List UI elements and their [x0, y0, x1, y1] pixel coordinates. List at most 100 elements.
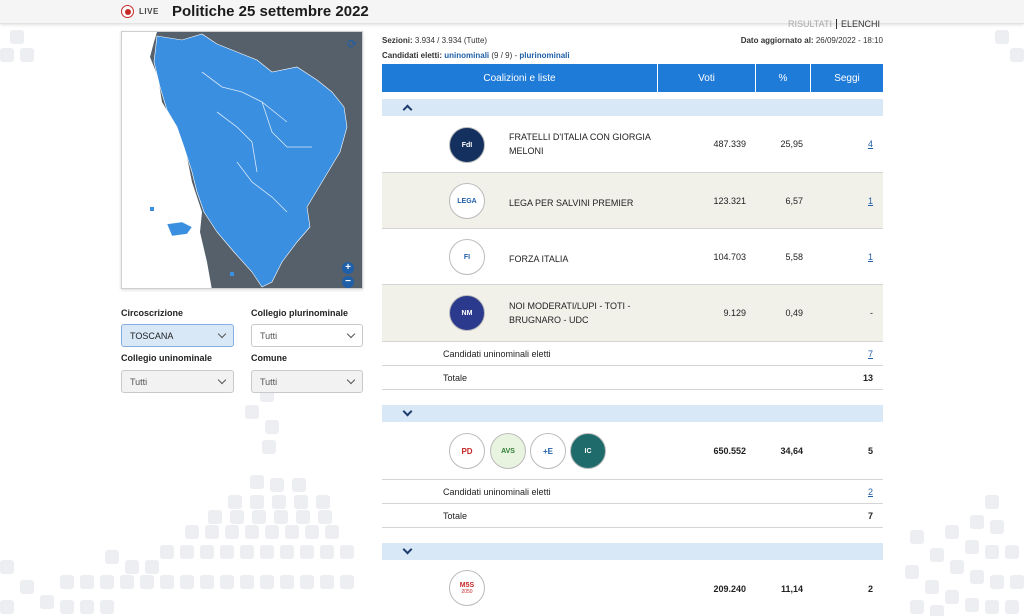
totale-value: 13 [862, 373, 873, 383]
tuscany-region[interactable] [153, 33, 348, 288]
decorative-square [245, 405, 259, 419]
decorative-square [265, 525, 279, 539]
decorative-square [250, 495, 264, 509]
totale-label: Totale [443, 511, 468, 521]
plurinominali-link[interactable]: plurinominali [519, 51, 570, 60]
piu-europa-logo-icon: +E [530, 433, 566, 469]
refresh-icon[interactable]: ⟳ [346, 37, 357, 51]
collegio-plurinominale-label: Collegio plurinominale [251, 308, 349, 318]
party-seggi: - [870, 308, 873, 318]
decorative-square [160, 575, 174, 589]
party-row: FdI FRATELLI D'ITALIA CON GIORGIA MELONI… [382, 117, 883, 173]
uninominali-seggi-link[interactable]: 2 [867, 487, 873, 497]
sezioni-info: Sezioni: 3.934 / 3.934 (Tutte) [382, 36, 487, 45]
impegno-civico-logo-icon: IC [570, 433, 606, 469]
comune-select[interactable]: Tutti [251, 370, 363, 393]
party-percent: 6,57 [785, 196, 803, 206]
col-coalizioni[interactable]: Coalizioni e liste [382, 64, 658, 92]
avs-logo-icon: AVS [490, 433, 526, 469]
decorative-square [100, 600, 114, 614]
collegio-uninominale-label: Collegio uninominale [121, 353, 213, 363]
collegio-plurinominale-value: Tutti [260, 330, 278, 341]
decorative-square [1010, 575, 1024, 589]
island-elba [166, 221, 193, 237]
pd-logo-icon: PD [449, 433, 485, 469]
tab-elenchi[interactable]: ELENCHI [835, 19, 884, 29]
decorative-square [325, 525, 339, 539]
decorative-square [320, 575, 334, 589]
decorative-square [990, 520, 1004, 534]
decorative-square [20, 580, 34, 594]
chevron-down-icon [346, 329, 356, 339]
party-voti: 487.339 [713, 139, 746, 149]
col-voti[interactable]: Voti [658, 64, 756, 92]
decorative-square [105, 550, 119, 564]
col-seggi[interactable]: Seggi [834, 72, 860, 84]
aggiornato-value: 26/09/2022 - 18:10 [815, 36, 883, 45]
tab-risultati[interactable]: RISULTATI [787, 19, 832, 29]
decorative-square [340, 545, 354, 559]
province-boundaries [201, 71, 312, 213]
circoscrizione-label: Circoscrizione [121, 308, 184, 318]
chevron-down-icon [217, 375, 227, 385]
party-seggi-link[interactable]: 1 [867, 252, 873, 262]
uninominali-link[interactable]: uninominali [444, 51, 490, 60]
decorative-square [160, 545, 174, 559]
chevron-down-icon [217, 329, 227, 339]
candidati-eletti-label: Candidati eletti: [382, 51, 443, 60]
decorative-square [40, 595, 54, 609]
circoscrizione-select[interactable]: TOSCANA [121, 324, 234, 347]
coalition-toggle-bar[interactable] [382, 405, 883, 422]
decorative-square [252, 510, 266, 524]
collegio-uninominale-select[interactable]: Tutti [121, 370, 234, 393]
island-giglio [230, 272, 234, 276]
decorative-square [950, 560, 964, 574]
chevron-down-icon [402, 544, 413, 555]
collegio-plurinominale-select[interactable]: Tutti [251, 324, 363, 347]
decorative-square [0, 600, 14, 614]
coalition-seggi: 5 [867, 446, 873, 456]
decorative-square [145, 560, 159, 574]
decorative-square [245, 525, 259, 539]
live-indicator[interactable]: LIVE [121, 5, 159, 18]
tuscany-map-svg [122, 32, 362, 288]
page-title: Politiche 25 settembre 2022 [172, 3, 369, 20]
coalition-toggle-bar[interactable] [382, 543, 883, 560]
decorative-square [0, 560, 14, 574]
decorative-square [925, 580, 939, 594]
uninominali-seggi-link[interactable]: 7 [867, 349, 873, 359]
decorative-square [316, 495, 330, 509]
decorative-square [60, 575, 74, 589]
decorative-square [200, 575, 214, 589]
decorative-square [262, 440, 276, 454]
decorative-square [274, 510, 288, 524]
decorative-square [0, 48, 14, 62]
zoom-out-icon[interactable]: − [342, 276, 354, 288]
aggiornato-label: Dato aggiornato al: [740, 36, 814, 45]
decorative-square [180, 575, 194, 589]
zoom-in-icon[interactable]: + [342, 262, 354, 274]
decorative-square [205, 525, 219, 539]
coalition-toggle-bar[interactable] [382, 99, 883, 116]
col-percent[interactable]: % [756, 64, 811, 92]
comune-value: Tutti [260, 376, 278, 387]
decorative-square [220, 545, 234, 559]
chevron-down-icon [402, 406, 413, 417]
region-map[interactable]: ⟳ + − [121, 31, 363, 289]
coalition-percent: 11,14 [780, 584, 803, 594]
decorative-square [985, 545, 999, 559]
decorative-square [225, 525, 239, 539]
totale-value: 7 [867, 511, 873, 521]
party-percent: 0,49 [785, 308, 803, 318]
uninominali-label: Candidati uninominali eletti [443, 487, 551, 497]
circoscrizione-value: TOSCANA [130, 330, 174, 341]
party-seggi-link[interactable]: 1 [867, 196, 873, 206]
decorative-square [260, 545, 274, 559]
island-capraia [150, 207, 154, 211]
decorative-square [965, 598, 979, 612]
totale-label: Totale [443, 373, 468, 383]
coalition-seggi: 2 [867, 584, 873, 594]
party-seggi-link[interactable]: 4 [867, 139, 873, 149]
totale-row: Totale 7 [382, 504, 883, 528]
party-percent: 5,58 [785, 252, 803, 262]
